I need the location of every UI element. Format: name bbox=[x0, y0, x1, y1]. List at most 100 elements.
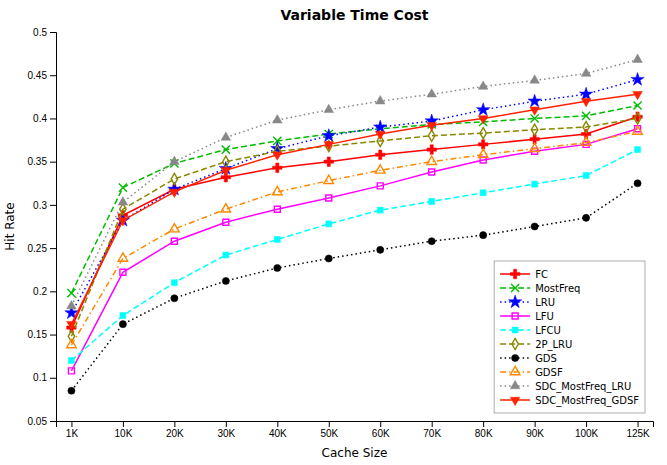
legend-label: LRU bbox=[535, 297, 555, 308]
point bbox=[480, 232, 487, 239]
point bbox=[532, 181, 538, 187]
point bbox=[375, 165, 385, 173]
legend-marker bbox=[512, 327, 518, 333]
point bbox=[478, 116, 488, 124]
x-tick-mark bbox=[226, 421, 227, 427]
y-tick: 0.05 bbox=[28, 416, 56, 427]
legend-label: GDS bbox=[535, 353, 557, 364]
point bbox=[223, 252, 229, 258]
x-tick-label: 40K bbox=[269, 428, 287, 439]
point bbox=[274, 206, 280, 212]
y-tick: 0.1 bbox=[33, 372, 56, 383]
series bbox=[68, 147, 640, 364]
x-tick-label: 60K bbox=[372, 428, 390, 439]
point bbox=[427, 89, 437, 97]
x-tick: 100K bbox=[575, 421, 599, 439]
x-tick: 50K bbox=[320, 421, 338, 439]
y-tick-mark bbox=[50, 335, 56, 336]
x-axis: 1K10K20K30K40K50K60K70K80K90K100K125K bbox=[57, 421, 654, 439]
point bbox=[67, 339, 77, 347]
point bbox=[633, 91, 643, 99]
point bbox=[428, 238, 435, 245]
legend-item: SDC_MostFreq_LRU bbox=[500, 380, 631, 392]
point bbox=[67, 300, 77, 308]
point bbox=[326, 195, 332, 201]
point bbox=[477, 103, 490, 116]
point bbox=[118, 218, 128, 226]
point bbox=[581, 137, 591, 145]
point bbox=[581, 98, 591, 106]
point bbox=[171, 173, 177, 184]
point bbox=[221, 168, 231, 176]
point bbox=[223, 219, 229, 225]
legend-item: LRU bbox=[500, 295, 555, 308]
point bbox=[118, 253, 128, 261]
point bbox=[633, 54, 643, 62]
point bbox=[274, 264, 281, 271]
point bbox=[170, 156, 180, 164]
point bbox=[531, 223, 538, 230]
legend-swatch bbox=[500, 315, 530, 317]
x-tick: 90K bbox=[526, 421, 544, 439]
x-tick-mark bbox=[535, 421, 536, 427]
y-tick-mark bbox=[50, 421, 56, 422]
point bbox=[480, 190, 486, 196]
point bbox=[429, 169, 435, 175]
y-tick-mark bbox=[50, 118, 56, 119]
y-tick: 0.2 bbox=[33, 286, 56, 297]
y-tick-label: 0.2 bbox=[33, 286, 47, 297]
plot-area: 1K10K20K30K40K50K60K70K80K90K100K125K0.0… bbox=[28, 27, 654, 439]
x-tick-label: 90K bbox=[526, 428, 544, 439]
point bbox=[528, 94, 541, 107]
legend-label: SDC_MostFreq_GDSF bbox=[535, 395, 639, 407]
legend-marker bbox=[510, 269, 519, 278]
y-tick-mark bbox=[50, 248, 56, 249]
series bbox=[65, 73, 644, 319]
series bbox=[68, 180, 641, 395]
point bbox=[67, 289, 75, 297]
y-tick: 0.3 bbox=[33, 200, 56, 211]
x-tick: 10K bbox=[115, 421, 133, 439]
point bbox=[171, 238, 177, 244]
y-tick: 0.25 bbox=[28, 243, 56, 254]
point bbox=[374, 120, 387, 133]
legend-item: SDC_MostFreq_GDSF bbox=[500, 395, 639, 407]
point bbox=[119, 184, 127, 192]
y-tick-label: 0.4 bbox=[33, 113, 47, 124]
point bbox=[478, 140, 487, 149]
x-tick-label: 1K bbox=[66, 428, 79, 439]
point bbox=[530, 143, 540, 151]
legend-box bbox=[494, 261, 645, 413]
x-tick-mark bbox=[174, 421, 175, 427]
y-tick-mark bbox=[50, 205, 56, 206]
point bbox=[68, 357, 74, 363]
y-tick-label: 0.3 bbox=[33, 200, 47, 211]
point bbox=[324, 157, 333, 166]
series-line bbox=[71, 150, 637, 361]
legend-label: 2P_LRU bbox=[535, 339, 572, 351]
x-tick: 30K bbox=[217, 421, 235, 439]
x-tick-mark bbox=[432, 421, 433, 427]
series-line bbox=[71, 94, 637, 324]
point bbox=[120, 313, 126, 319]
point bbox=[583, 122, 589, 133]
point bbox=[631, 73, 644, 86]
legend-swatch bbox=[500, 343, 530, 345]
chart: 1K10K20K30K40K50K60K70K80K90K100K125K0.0… bbox=[0, 0, 667, 465]
point bbox=[478, 149, 488, 157]
marks bbox=[65, 54, 644, 394]
x-tick-mark bbox=[277, 421, 278, 427]
point bbox=[120, 269, 126, 275]
point bbox=[171, 295, 178, 302]
y-tick-mark bbox=[50, 162, 56, 163]
y-tick-label: 0.45 bbox=[28, 70, 48, 81]
x-axis-line bbox=[57, 422, 654, 428]
point bbox=[375, 131, 385, 139]
x-tick-label: 50K bbox=[320, 428, 338, 439]
point bbox=[222, 145, 230, 153]
point bbox=[324, 104, 334, 112]
point bbox=[582, 112, 590, 120]
point bbox=[272, 115, 282, 123]
point bbox=[581, 68, 591, 76]
y-tick-mark bbox=[50, 378, 56, 379]
